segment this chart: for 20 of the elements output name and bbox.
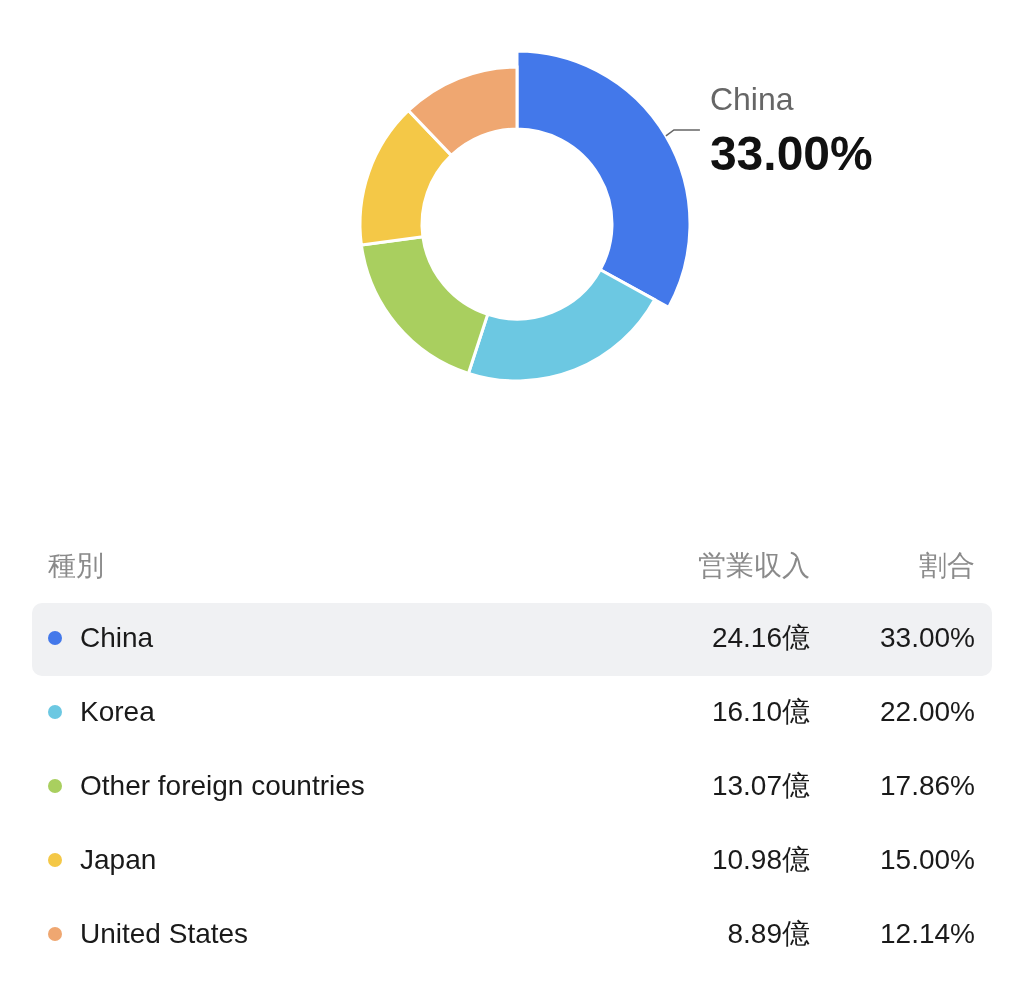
text: 15.00% bbox=[880, 844, 975, 875]
data-label: 24.16億 bbox=[711, 621, 810, 655]
text: 種別 bbox=[48, 549, 104, 583]
data-label: 8.89億 bbox=[727, 917, 810, 951]
text: 12.14% bbox=[880, 918, 975, 949]
text: 17.86% bbox=[880, 770, 975, 801]
text: 割合 bbox=[919, 549, 975, 583]
data-label: 10.98億 bbox=[711, 843, 810, 877]
legend-label: Other foreign countries bbox=[80, 769, 365, 803]
legend-label: United States bbox=[80, 917, 249, 951]
data-label: 13.07億 bbox=[711, 769, 810, 803]
text: 22.00% bbox=[880, 696, 975, 727]
text: 33.00% bbox=[709, 126, 873, 180]
text: 33.00% bbox=[880, 622, 975, 653]
legend-label: Japan bbox=[80, 843, 157, 877]
legend-label: Korea bbox=[80, 695, 155, 729]
legend-label: China bbox=[80, 621, 154, 655]
data-label: 16.10億 bbox=[711, 695, 810, 729]
slice-label: China bbox=[709, 80, 794, 117]
text: 営業収入 bbox=[698, 549, 810, 583]
